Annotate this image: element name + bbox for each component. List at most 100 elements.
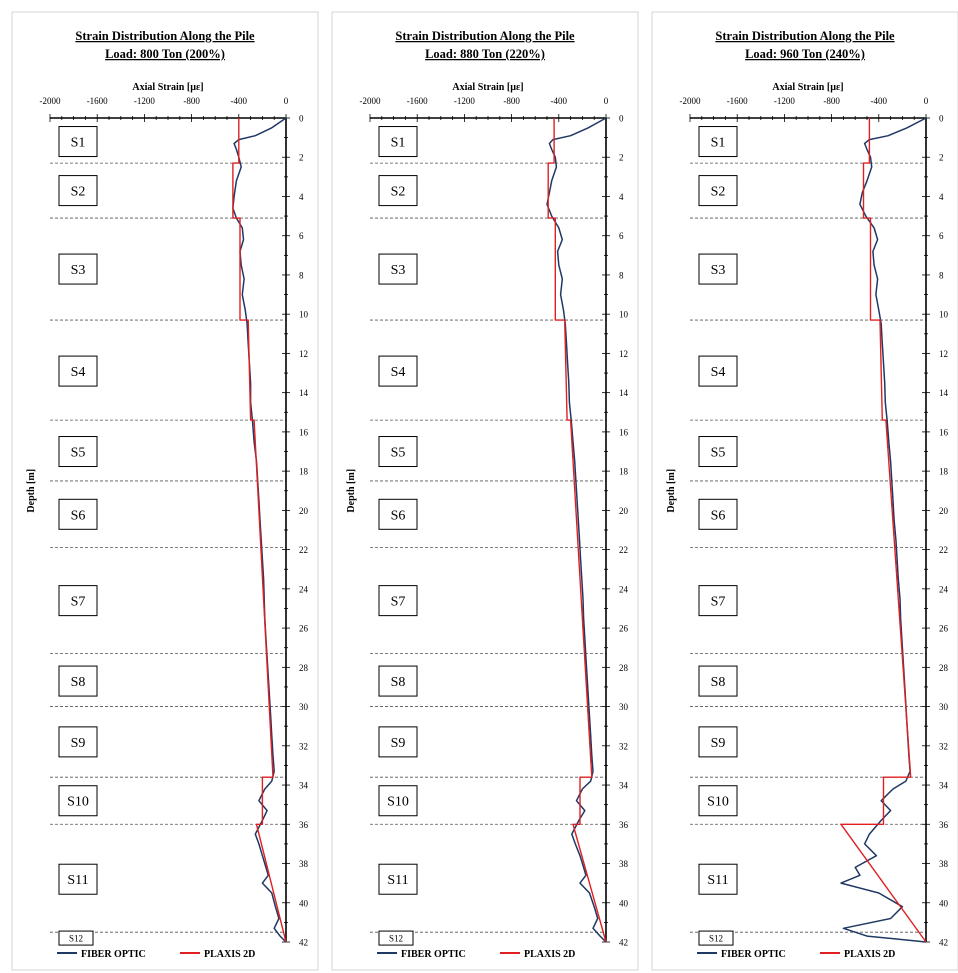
x-tick-label: -800 [823, 96, 840, 106]
y-tick-label: 36 [299, 820, 309, 830]
layer-label-text: S7 [391, 595, 406, 610]
y-axis-label: Depth [m] [346, 469, 357, 513]
y-tick-label: 6 [619, 231, 624, 241]
chart-subtitle: Load: 800 Ton (200%) [105, 47, 225, 61]
y-tick-label: 38 [939, 859, 949, 869]
x-tick-label: -800 [183, 96, 200, 106]
layer-label-s6: S6 [699, 499, 737, 529]
layer-label-text: S2 [391, 185, 406, 200]
layer-label-text: S8 [711, 675, 726, 690]
layer-label-s1: S1 [699, 127, 737, 157]
layer-label-text: S6 [391, 508, 406, 523]
layer-label-s12: S12 [379, 931, 413, 945]
y-tick-label: 16 [299, 427, 309, 437]
panel-frame [12, 12, 318, 970]
y-tick-label: 16 [939, 427, 949, 437]
legend-label-plaxis-2d: PLAXIS 2D [204, 949, 255, 960]
layer-label-s11: S11 [59, 864, 97, 894]
y-tick-label: 14 [939, 388, 949, 398]
layer-label-s12: S12 [699, 931, 733, 945]
y-tick-label: 6 [299, 231, 304, 241]
layer-label-text: S9 [391, 736, 406, 751]
layer-label-text: S1 [391, 136, 406, 151]
y-tick-label: 34 [619, 781, 629, 791]
chart-panel-1: Strain Distribution Along the Pile Load: … [12, 12, 318, 970]
layer-label-text: S9 [711, 736, 726, 751]
y-tick-label: 0 [619, 114, 624, 124]
layer-label-text: S2 [711, 185, 726, 200]
layer-label-s8: S8 [699, 666, 737, 696]
chart-subtitle: Load: 960 Ton (240%) [745, 47, 865, 61]
y-tick-label: 20 [299, 506, 309, 516]
layer-label-text: S1 [711, 136, 726, 151]
y-tick-label: 42 [619, 938, 628, 948]
layer-label-s10: S10 [59, 786, 97, 816]
y-tick-label: 16 [619, 427, 629, 437]
x-tick-label: -1200 [454, 96, 475, 106]
y-tick-label: 2 [939, 153, 944, 163]
layer-label-text: S7 [71, 595, 86, 610]
y-tick-label: 20 [619, 506, 629, 516]
layer-label-s7: S7 [699, 586, 737, 616]
y-tick-label: 14 [619, 388, 629, 398]
chart-panel-2: Strain Distribution Along the PileLoad: … [332, 12, 638, 970]
layer-label-text: S10 [67, 795, 89, 810]
layer-label-s2: S2 [699, 176, 737, 206]
layer-label-s2: S2 [59, 176, 97, 206]
layer-label-text: S12 [389, 934, 403, 944]
layer-label-s1: S1 [59, 127, 97, 157]
y-tick-label: 8 [299, 270, 304, 280]
y-tick-label: 12 [939, 349, 948, 359]
layer-label-s3: S3 [59, 254, 97, 284]
layer-label-s5: S5 [699, 437, 737, 467]
y-tick-label: 26 [299, 624, 309, 634]
layer-label-s4: S4 [59, 356, 97, 386]
x-tick-label: -2000 [40, 96, 61, 106]
y-tick-label: 42 [299, 938, 308, 948]
layer-label-s6: S6 [379, 499, 417, 529]
layer-label-text: S7 [711, 595, 726, 610]
y-tick-label: 0 [939, 114, 944, 124]
layer-label-text: S8 [71, 675, 86, 690]
layer-label-text: S11 [67, 873, 88, 888]
layer-label-text: S1 [71, 136, 86, 151]
y-tick-label: 34 [299, 781, 309, 791]
y-tick-label: 24 [619, 584, 629, 594]
y-tick-label: 4 [299, 192, 304, 202]
layer-label-s10: S10 [699, 786, 737, 816]
layer-label-s3: S3 [379, 254, 417, 284]
x-tick-label: -1200 [134, 96, 155, 106]
layer-label-s9: S9 [699, 727, 737, 757]
x-tick-label: -2000 [680, 96, 701, 106]
legend-label-fiber-optic: FIBER OPTIC [81, 949, 146, 960]
y-tick-label: 38 [619, 859, 629, 869]
layer-label-s5: S5 [379, 437, 417, 467]
layer-label-s6: S6 [59, 499, 97, 529]
panel-frame [652, 12, 958, 970]
y-tick-label: 0 [299, 114, 304, 124]
layer-label-text: S5 [391, 446, 406, 461]
layer-label-s5: S5 [59, 437, 97, 467]
y-tick-label: 10 [619, 310, 629, 320]
layer-label-text: S12 [69, 934, 83, 944]
x-tick-label: -400 [551, 96, 568, 106]
layer-label-s3: S3 [699, 254, 737, 284]
y-tick-label: 14 [299, 388, 309, 398]
chart-subtitle: Load: 880 Ton (220%) [425, 47, 545, 61]
layer-label-s8: S8 [379, 666, 417, 696]
y-tick-label: 24 [299, 584, 309, 594]
layer-label-text: S11 [707, 873, 728, 888]
layer-label-text: S3 [711, 263, 726, 278]
chart-panel-3: Strain Distribution Along the PileLoad: … [652, 12, 958, 970]
layer-label-s11: S11 [699, 864, 737, 894]
layer-label-s1: S1 [379, 127, 417, 157]
y-axis-label: Depth [m] [666, 469, 677, 513]
layer-label-text: S5 [71, 446, 86, 461]
y-tick-label: 10 [939, 310, 949, 320]
layer-label-s8: S8 [59, 666, 97, 696]
layer-label-s10: S10 [379, 786, 417, 816]
y-tick-label: 28 [939, 663, 949, 673]
layer-label-s12: S12 [59, 931, 93, 945]
y-tick-label: 2 [299, 153, 304, 163]
chart-title: Strain Distribution Along the Pile [75, 29, 255, 43]
